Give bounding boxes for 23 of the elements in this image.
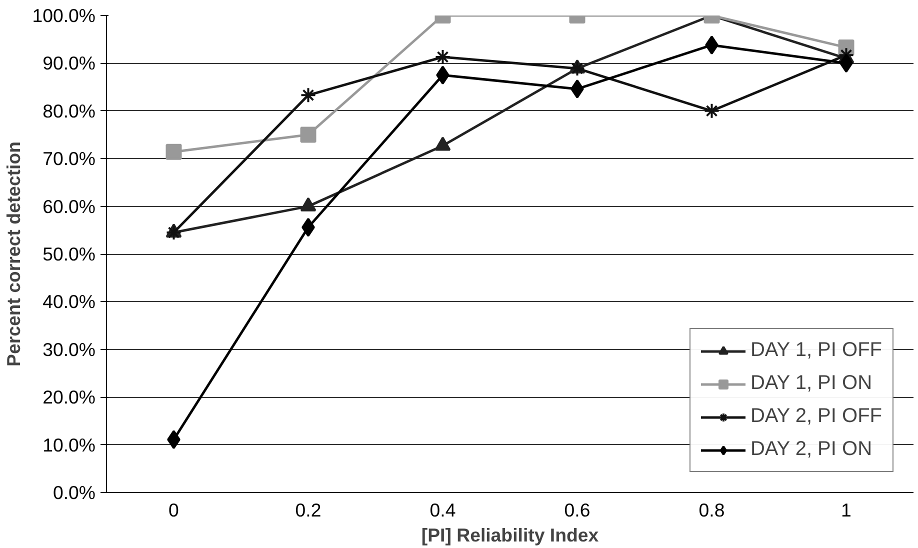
legend-label: DAY 2, PI ON: [750, 438, 872, 461]
y-tick-label: 0.0%: [52, 482, 96, 503]
y-tick-label: 40.0%: [42, 291, 96, 312]
y-axis-title: Percent correct detection: [3, 141, 24, 366]
y-tick-label: 100.0%: [32, 5, 96, 26]
y-tick-label: 30.0%: [42, 338, 96, 360]
legend-label: DAY 1, PI OFF: [750, 339, 882, 362]
y-tick-label: 10.0%: [42, 434, 96, 456]
legend-label: DAY 1, PI ON: [750, 372, 872, 395]
y-tick-label: 90.0%: [42, 52, 96, 74]
x-axis-title: [PI] Reliability Index: [421, 524, 600, 546]
y-tick-label: 80.0%: [42, 100, 96, 122]
y-tick-label: 70.0%: [42, 148, 96, 170]
y-tick-label: 50.0%: [42, 244, 96, 264]
x-tick-label: 0: [168, 500, 179, 520]
legend-label: DAY 2, PI OFF: [750, 405, 882, 428]
y-tick-label: 60.0%: [42, 196, 96, 217]
x-tick-label: 1: [841, 500, 852, 520]
x-tick-label: 0.6: [564, 500, 590, 520]
x-tick-label: 0.2: [295, 500, 322, 520]
x-tick-label: 0.8: [698, 500, 725, 520]
y-tick-label: 20.0%: [42, 386, 96, 408]
x-tick-label: 0.4: [430, 500, 456, 520]
